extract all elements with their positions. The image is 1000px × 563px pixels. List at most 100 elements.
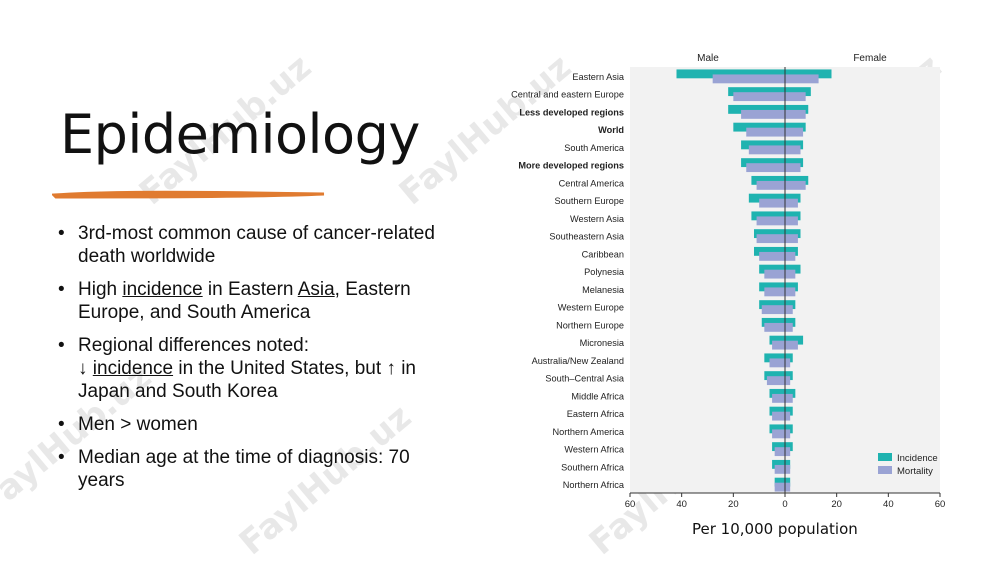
category-label: Middle Africa: [571, 391, 624, 401]
x-tick-label: 20: [831, 499, 842, 510]
category-label: Southern Africa: [561, 462, 625, 472]
category-label: Caribbean: [582, 249, 624, 259]
category-label: Western Africa: [564, 445, 624, 455]
bar-mortality-female: [785, 340, 798, 350]
bar-incidence-female: [785, 317, 796, 327]
bar-incidence-male: [676, 69, 785, 79]
bar-incidence-male: [728, 87, 785, 97]
category-label: Northern America: [553, 427, 625, 437]
legend-label: Mortality: [897, 466, 933, 477]
bullet-text: in the United States, but ↑ in Japan and…: [78, 358, 416, 402]
bar-incidence-female: [785, 442, 793, 452]
down-arrow-glyph: ↓: [78, 358, 93, 379]
bullet-text: Median age at the time of diagnosis: 70 …: [78, 447, 410, 491]
bar-mortality-female: [785, 482, 791, 492]
bar-mortality-female: [785, 411, 791, 421]
bar-mortality-female: [785, 358, 791, 368]
bar-incidence-male: [733, 122, 785, 132]
category-label: Southern Europe: [555, 196, 624, 206]
bar-mortality-female: [785, 198, 798, 208]
bar-mortality-male: [774, 464, 785, 474]
bar-incidence-female: [785, 104, 809, 114]
bar-mortality-female: [785, 216, 798, 226]
bar-incidence-male: [774, 477, 785, 487]
category-label: Polynesia: [584, 267, 625, 277]
category-label: Southeastern Asia: [549, 232, 624, 242]
bar-mortality-male: [766, 376, 785, 386]
bar-mortality-male: [748, 145, 785, 155]
bar-incidence-male: [764, 353, 785, 363]
bar-mortality-male: [764, 269, 785, 279]
bar-incidence-female: [785, 158, 804, 168]
category-label: More developed regions: [518, 161, 624, 171]
bar-incidence-female: [785, 264, 801, 274]
category-label: South America: [564, 143, 625, 153]
category-label: Northern Europe: [556, 320, 624, 330]
legend-swatch: [878, 453, 892, 461]
bar-incidence-female: [785, 388, 796, 398]
bar-incidence-female: [785, 229, 801, 239]
category-label: Western Asia: [570, 214, 625, 224]
bullet-item: Regional differences noted:↓ incidence i…: [58, 334, 438, 403]
bar-incidence-male: [769, 335, 785, 345]
bar-incidence-female: [785, 175, 809, 185]
bullet-text: 3rd-most common cause of cancer-related …: [78, 223, 435, 267]
bar-mortality-male: [769, 358, 785, 368]
bar-mortality-female: [785, 109, 806, 119]
category-label: World: [598, 125, 624, 135]
bar-mortality-male: [764, 287, 785, 297]
x-tick-label: 40: [883, 499, 894, 510]
bar-incidence-male: [761, 317, 785, 327]
bar-mortality-female: [785, 376, 791, 386]
bar-mortality-female: [785, 92, 806, 102]
x-tick-label: 20: [728, 499, 739, 510]
bar-incidence-female: [785, 300, 796, 310]
bar-incidence-male: [769, 388, 785, 398]
bar-mortality-female: [785, 163, 801, 173]
bar-incidence-male: [741, 140, 785, 150]
bar-incidence-female: [785, 246, 798, 256]
bar-mortality-female: [785, 127, 804, 137]
category-label: Eastern Asia: [572, 72, 624, 82]
link-asia[interactable]: Asia: [297, 279, 335, 300]
bar-incidence-male: [751, 175, 785, 185]
bar-mortality-male: [774, 482, 785, 492]
bar-mortality-male: [733, 92, 785, 102]
bar-incidence-male: [728, 104, 785, 114]
bar-incidence-male: [764, 371, 785, 381]
link-incidence[interactable]: incidence: [92, 358, 174, 379]
bar-incidence-female: [785, 69, 832, 79]
x-tick-label: 0: [782, 499, 787, 510]
bullet-item: 3rd-most common cause of cancer-related …: [58, 222, 438, 268]
bar-mortality-female: [785, 305, 793, 315]
bullet-text: Regional differences noted:: [78, 335, 309, 356]
bar-mortality-male: [772, 429, 785, 439]
link-incidence[interactable]: incidence: [122, 279, 203, 300]
legend-swatch: [878, 466, 892, 474]
bar-incidence-male: [759, 282, 785, 292]
bar-mortality-female: [785, 429, 791, 439]
x-axis-label: Per 10,000 population: [692, 520, 858, 538]
bar-incidence-male: [769, 424, 785, 434]
category-label: Eastern Africa: [567, 409, 625, 419]
x-tick-label: 60: [625, 499, 636, 510]
bar-incidence-female: [785, 406, 793, 416]
bar-mortality-female: [785, 393, 793, 403]
bullet-text: in Eastern: [202, 279, 298, 300]
bullet-text: High: [78, 279, 123, 300]
butterfly-bar-chart: Male Female Eastern Asia Central and easter…: [511, 53, 946, 510]
bar-mortality-male: [761, 305, 785, 315]
bar-mortality-female: [785, 287, 796, 297]
bar-incidence-male: [748, 193, 785, 203]
bar-incidence-male: [751, 211, 785, 221]
bar-mortality-male: [772, 340, 785, 350]
bar-incidence-female: [785, 211, 801, 221]
x-tick-label: 60: [935, 499, 946, 510]
bar-mortality-male: [746, 127, 785, 137]
bar-mortality-female: [785, 251, 796, 261]
bar-mortality-female: [785, 74, 819, 84]
page-title: Epidemiology: [60, 103, 420, 166]
category-label: Western Europe: [558, 303, 624, 313]
bullet-text: , Eastern Europe, and South America: [78, 279, 411, 323]
bar-incidence-male: [772, 459, 785, 469]
